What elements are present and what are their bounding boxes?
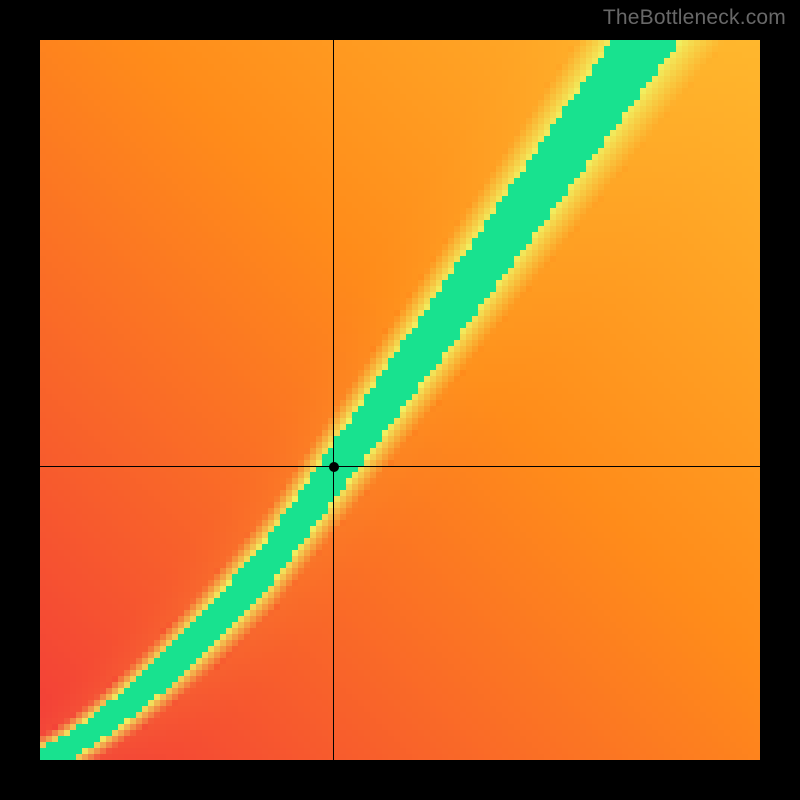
plot-frame xyxy=(40,40,760,760)
crosshair-vertical xyxy=(333,40,334,760)
watermark-text: TheBottleneck.com xyxy=(603,6,786,30)
crosshair-dot xyxy=(329,462,339,472)
chart-container: TheBottleneck.com xyxy=(0,0,800,800)
heatmap-canvas xyxy=(40,40,760,760)
crosshair-horizontal xyxy=(40,466,760,467)
